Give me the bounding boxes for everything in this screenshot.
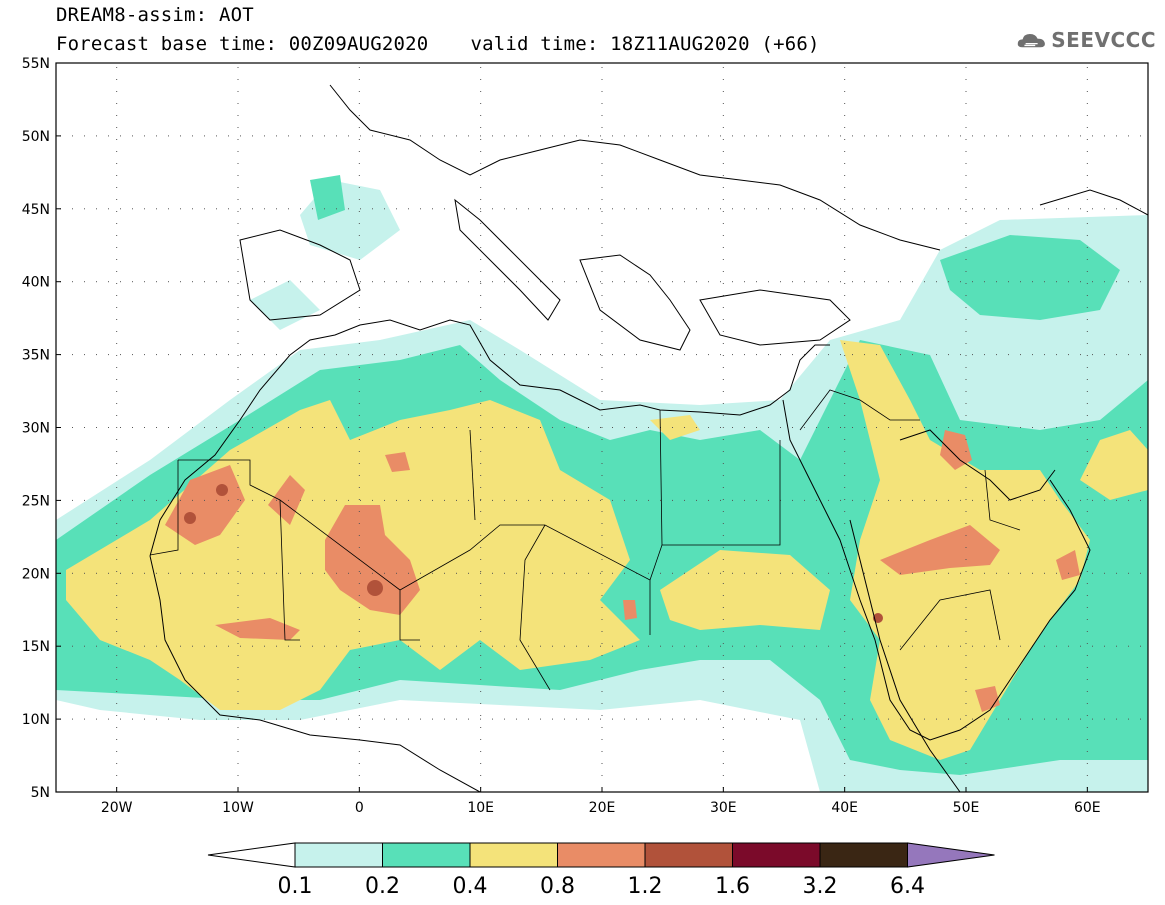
lat-tick-label: 45N: [22, 202, 50, 218]
map-title: DREAM8-assim: AOT: [56, 4, 254, 26]
latitude-labels: 55N 50N 45N 40N 35N 30N 25N 20N 15N 10N 5N: [22, 56, 61, 801]
graticule: [60, 67, 1141, 788]
lon-tick-label: 0: [355, 800, 364, 816]
colorbar-swatch: [469, 842, 558, 868]
valid-time: valid time: 18Z11AUG2020 (+66): [470, 33, 820, 55]
logo-text: SEEVCCC: [1051, 28, 1156, 52]
colorbar-label: 1.6: [715, 874, 750, 899]
seevccc-logo: SEEVCCC: [1016, 22, 1156, 58]
lat-tick-label: 25N: [22, 493, 50, 509]
lon-tick-label: 40E: [831, 800, 858, 816]
lat-tick-label: 40N: [22, 275, 50, 291]
colorbar: 0.1 0.2 0.4 0.8 1.2 1.6 3.2 6.4: [207, 842, 995, 899]
colorbar-label: 0.4: [453, 874, 488, 899]
colorbar-swatch: [294, 842, 383, 868]
colorbar-label: 1.2: [628, 874, 663, 899]
colorbar-label: 0.2: [365, 874, 400, 899]
colorbar-swatch: [732, 842, 821, 868]
lon-tick-label: 10W: [222, 800, 254, 816]
lon-tick-label: 20E: [589, 800, 616, 816]
lat-tick-label: 30N: [22, 421, 50, 437]
lon-tick-label: 30E: [710, 800, 737, 816]
colorbar-label: 3.2: [803, 874, 838, 899]
lat-tick-label: 50N: [22, 129, 50, 145]
forecast-base-time: Forecast base time: 00Z09AUG2020: [56, 33, 429, 55]
colorbar-over-arrow: [907, 842, 995, 868]
colorbar-label: 6.4: [890, 874, 925, 899]
colorbar-label: 0.8: [540, 874, 575, 899]
longitude-labels: 20W 10W 0 10E 20E 30E 40E 50E 60E: [101, 787, 1101, 816]
aot-layer-1.2: [184, 484, 883, 623]
lon-tick-label: 60E: [1074, 800, 1101, 816]
map-plot-area: [56, 63, 1148, 792]
map-subtitle: Forecast base time: 00Z09AUG2020 valid ti…: [56, 33, 820, 55]
colorbar-label: 0.1: [278, 874, 313, 899]
lat-tick-label: 15N: [22, 639, 50, 655]
lat-tick-label: 55N: [22, 56, 50, 72]
cloud-icon: [1017, 33, 1045, 48]
colorbar-swatch: [819, 842, 908, 868]
lon-tick-label: 10E: [467, 800, 494, 816]
lon-tick-label: 50E: [953, 800, 980, 816]
colorbar-swatch: [557, 842, 646, 868]
colorbar-under-arrow: [207, 842, 296, 868]
colorbar-swatch: [382, 842, 471, 868]
colorbar-swatch: [644, 842, 733, 868]
lat-tick-label: 10N: [22, 712, 50, 728]
lat-tick-label: 35N: [22, 348, 50, 364]
coastlines: [149, 84, 1148, 792]
lat-tick-label: 5N: [31, 785, 50, 801]
lat-tick-label: 20N: [22, 566, 50, 582]
lon-tick-label: 20W: [101, 800, 133, 816]
political-borders: [149, 389, 1021, 691]
